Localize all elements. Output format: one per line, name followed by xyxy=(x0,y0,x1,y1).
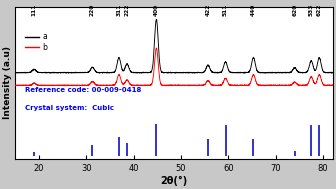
Legend: a, b: a, b xyxy=(22,29,50,55)
X-axis label: 2θ(°): 2θ(°) xyxy=(160,175,187,186)
Text: 620: 620 xyxy=(292,4,297,16)
Text: 400: 400 xyxy=(154,4,159,16)
Text: Reference code: 00-009-0418: Reference code: 00-009-0418 xyxy=(25,87,141,93)
Text: 222: 222 xyxy=(125,4,129,16)
Text: Crystal system:  Cubic: Crystal system: Cubic xyxy=(25,105,114,111)
Text: 511: 511 xyxy=(223,4,228,16)
Text: 422: 422 xyxy=(206,4,210,16)
Text: 220: 220 xyxy=(90,4,95,16)
Text: 622: 622 xyxy=(317,4,322,16)
Text: 533: 533 xyxy=(309,4,314,16)
Text: 111: 111 xyxy=(32,4,37,16)
Y-axis label: Intensity (a.u): Intensity (a.u) xyxy=(3,46,12,119)
Text: 440: 440 xyxy=(251,4,256,16)
Text: 311: 311 xyxy=(117,4,121,16)
